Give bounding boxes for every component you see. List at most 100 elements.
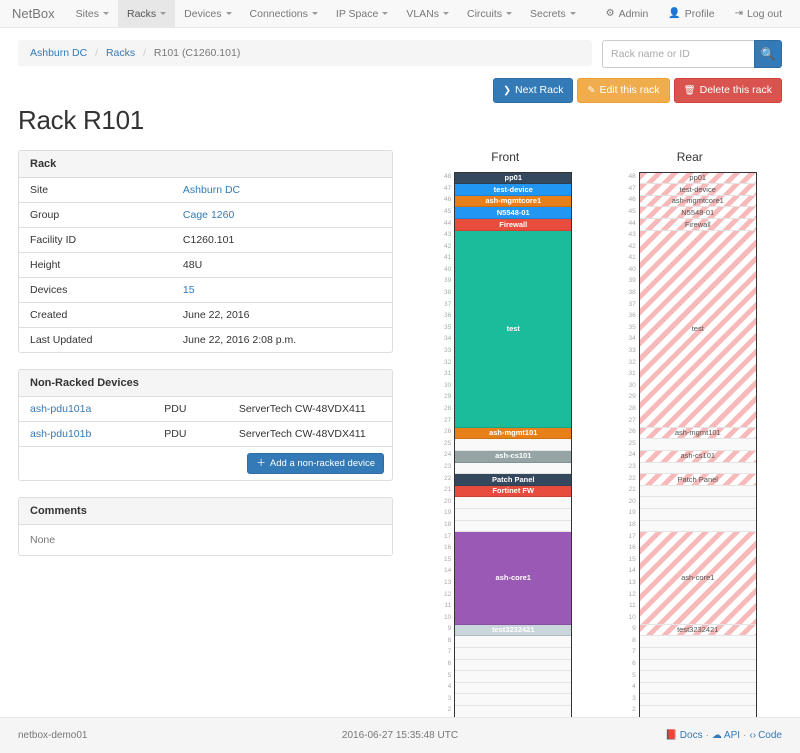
- nav-item-devices[interactable]: Devices: [175, 0, 240, 27]
- rack-unit-empty[interactable]: [639, 636, 756, 649]
- front-rack-face: 48 47 46 45 44 43 42 41 40 39 38 37 36 35 34 33 32 31 30 29…: [438, 171, 573, 730]
- rack-unit-empty[interactable]: [455, 694, 572, 707]
- nonracked-device-link[interactable]: ash-pdu101a: [30, 402, 92, 415]
- api-link[interactable]: ☁ API: [712, 730, 740, 741]
- rack-unit-empty[interactable]: [455, 462, 572, 475]
- rack-unit-number: 43: [628, 231, 636, 239]
- rack-device-front[interactable]: ash-core1: [455, 532, 572, 625]
- brand-logo[interactable]: NetBox: [12, 6, 55, 21]
- rack-unit-number: 35: [444, 323, 452, 331]
- rack-unit-empty[interactable]: [455, 508, 572, 521]
- breadcrumb-site[interactable]: Ashburn DC: [30, 47, 88, 59]
- rack-unit-empty[interactable]: [455, 671, 572, 683]
- rack-device-rear[interactable]: ash-core1: [639, 532, 756, 625]
- rack-unit-empty[interactable]: [455, 439, 572, 451]
- rack-device-front[interactable]: ash-cs101: [455, 450, 572, 463]
- nav-item-secrets[interactable]: Secrets: [521, 0, 585, 27]
- nonracked-panel-heading: Non-Racked Devices: [19, 369, 392, 397]
- front-elevation: Front 48 47 46 45 44 43 42 41 40 39 38 37 36 35 34 33 32…: [438, 150, 573, 730]
- rack-unit-empty[interactable]: [455, 648, 572, 660]
- rack-unit-empty[interactable]: [455, 636, 572, 649]
- rack-unit-empty[interactable]: [455, 659, 572, 672]
- rack-unit-empty[interactable]: [639, 462, 756, 475]
- rack-unit-empty[interactable]: [639, 706, 756, 718]
- rack-device-front[interactable]: ash-mgmtcore1: [455, 195, 572, 208]
- docs-link[interactable]: 📕 Docs: [665, 730, 702, 741]
- rack-device-label: Firewall: [684, 219, 711, 229]
- nav-item-label: Connections: [249, 7, 308, 20]
- add-nonracked-device-button[interactable]: ＋ Add a non-racked device: [247, 452, 384, 474]
- nav-item-vlans[interactable]: VLANs: [397, 0, 458, 27]
- rack-device-rear[interactable]: ash-cs101: [639, 450, 756, 463]
- rack-unit-empty[interactable]: [639, 439, 756, 451]
- rack-info-value-text[interactable]: 15: [182, 283, 195, 296]
- rack-device-rear[interactable]: test-device: [639, 184, 756, 196]
- next-rack-button[interactable]: ❯ Next Rack: [493, 78, 574, 103]
- rack-device-rear[interactable]: Firewall: [639, 218, 756, 231]
- nav-item-circuits[interactable]: Circuits: [458, 0, 521, 27]
- nav-item-profile[interactable]: 👤 Profile: [658, 0, 724, 27]
- rack-unit-number: 10: [444, 613, 452, 621]
- nav-item-sites[interactable]: Sites: [67, 0, 118, 27]
- edit-rack-button[interactable]: ✎ Edit this rack: [577, 78, 670, 103]
- nav-item-ip-space[interactable]: IP Space: [327, 0, 397, 27]
- rack-unit-empty[interactable]: [639, 497, 756, 509]
- rack-unit-number: 13: [628, 578, 636, 586]
- rack-device-front[interactable]: Firewall: [455, 218, 572, 231]
- rack-device-rear[interactable]: ash-mgmt101: [639, 427, 756, 440]
- rack-device-front[interactable]: pp01: [455, 172, 572, 185]
- code-link[interactable]: ‹› Code: [749, 730, 782, 741]
- rack-device-label: ash-cs101: [680, 451, 716, 461]
- nav-item-admin[interactable]: ⚙ Admin: [596, 0, 659, 27]
- rack-device-rear[interactable]: pp01: [639, 172, 756, 185]
- rack-unit-number: 7: [632, 648, 636, 656]
- rack-unit-empty[interactable]: [639, 682, 756, 695]
- rack-device-rear[interactable]: Patch Panel: [639, 474, 756, 486]
- rack-info-value-text: C1260.101: [182, 233, 235, 246]
- primary-nav: Sites Racks Devices Connections IP Space VLAN…: [67, 0, 585, 27]
- user-icon: 👤: [668, 8, 681, 19]
- rack-info-label: Last Updated: [19, 326, 172, 352]
- rack-unit-empty[interactable]: [639, 659, 756, 672]
- rack-device-label: test: [691, 323, 704, 333]
- rack-device-front[interactable]: test-device: [455, 184, 572, 196]
- rack-device-front[interactable]: Patch Panel: [455, 474, 572, 486]
- rack-device-rear[interactable]: test3232421: [639, 624, 756, 637]
- rack-unit-number: 18: [444, 520, 452, 528]
- rack-unit-empty[interactable]: [639, 485, 756, 498]
- rack-info-value-text[interactable]: Cage 1260: [182, 208, 235, 221]
- nav-item-connections[interactable]: Connections: [241, 0, 327, 27]
- breadcrumb-racks[interactable]: Racks: [105, 47, 136, 59]
- nav-item-label: Racks: [126, 7, 157, 20]
- rack-device-front[interactable]: ash-mgmt101: [455, 427, 572, 440]
- comments-panel: Comments None: [18, 496, 393, 556]
- rack-device-rear[interactable]: N5548-01: [639, 207, 756, 219]
- rack-unit-empty[interactable]: [455, 520, 572, 533]
- rack-unit-empty[interactable]: [639, 648, 756, 660]
- nav-item-label: VLANs: [406, 7, 440, 20]
- rack-device-label: Patch Panel: [491, 474, 535, 484]
- rack-unit-empty[interactable]: [455, 497, 572, 509]
- nonracked-device-link[interactable]: ash-pdu101b: [30, 427, 92, 440]
- search-input[interactable]: [602, 40, 754, 68]
- rack-unit-number: 31: [444, 370, 452, 378]
- nav-item-log-out[interactable]: ⇥ Log out: [725, 0, 792, 27]
- rack-unit-empty[interactable]: [455, 706, 572, 718]
- search-button[interactable]: 🔍: [754, 40, 782, 68]
- rack-device-front[interactable]: Fortinet FW: [455, 485, 572, 498]
- delete-rack-button[interactable]: 🗑 Delete this rack: [673, 78, 782, 103]
- rack-unit-empty[interactable]: [639, 520, 756, 533]
- rack-unit-empty[interactable]: [639, 694, 756, 707]
- rack-device-rear[interactable]: ash-mgmtcore1: [639, 195, 756, 208]
- code-icon: ‹›: [749, 730, 757, 741]
- rack-device-rear[interactable]: test: [639, 230, 756, 428]
- rack-unit-empty[interactable]: [455, 682, 572, 695]
- rack-unit-number: 3: [447, 694, 452, 702]
- nav-item-racks[interactable]: Racks: [117, 0, 176, 27]
- rack-unit-empty[interactable]: [639, 671, 756, 683]
- rack-info-value-text[interactable]: Ashburn DC: [182, 183, 241, 196]
- rack-device-front[interactable]: test: [455, 230, 572, 428]
- rack-unit-empty[interactable]: [639, 508, 756, 521]
- rack-device-front[interactable]: test3232421: [455, 624, 572, 637]
- rack-device-front[interactable]: N5548-01: [455, 207, 572, 219]
